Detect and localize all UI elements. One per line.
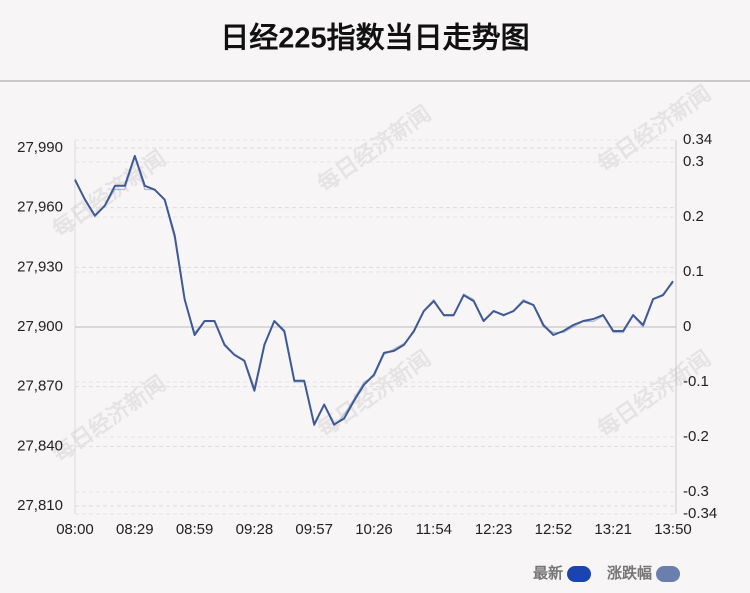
y-tick-label: 27,930 [17, 258, 63, 275]
x-tick-label: 13:50 [654, 521, 692, 538]
series-line [74, 154, 674, 426]
y2-tick-label: -0.34 [683, 505, 717, 522]
y2-tick-label: -0.3 [683, 483, 709, 500]
y2-tick-label: -0.2 [683, 428, 709, 445]
y-tick-label: 27,840 [17, 437, 63, 454]
y2-tick-label: -0.1 [683, 373, 709, 390]
x-tick-label: 12:52 [535, 521, 573, 538]
y2-tick-label: 0.34 [683, 131, 712, 148]
x-tick-label: 11:54 [416, 521, 452, 538]
legend-label: 涨跌幅 [607, 564, 652, 582]
x-tick-label: 08:59 [176, 521, 214, 538]
chart-title: 日经225指数当日走势图 [220, 21, 529, 55]
x-tick-label: 12:23 [475, 521, 513, 538]
y2-tick-label: 0 [683, 318, 691, 335]
y2-tick-label: 0.1 [683, 263, 704, 280]
y2-tick-label: 0.3 [683, 153, 704, 170]
y-tick-label: 27,960 [17, 199, 63, 216]
y-tick-label: 27,810 [17, 497, 63, 514]
y-tick-label: 27,870 [17, 378, 63, 395]
legend-swatch [656, 566, 681, 582]
x-tick-label: 08:29 [116, 521, 154, 538]
y2-tick-label: 0.2 [683, 208, 704, 225]
legend-label: 最新 [533, 564, 563, 582]
x-tick-label: 08:00 [56, 521, 94, 538]
x-tick-label: 10:26 [355, 521, 393, 538]
y-tick-label: 27,990 [17, 139, 63, 156]
x-tick-label: 13:21 [594, 521, 632, 538]
x-tick-label: 09:57 [295, 521, 333, 538]
x-tick-label: 09:28 [236, 521, 274, 538]
y-tick-label: 27,900 [17, 318, 63, 335]
legend-swatch [567, 566, 592, 582]
